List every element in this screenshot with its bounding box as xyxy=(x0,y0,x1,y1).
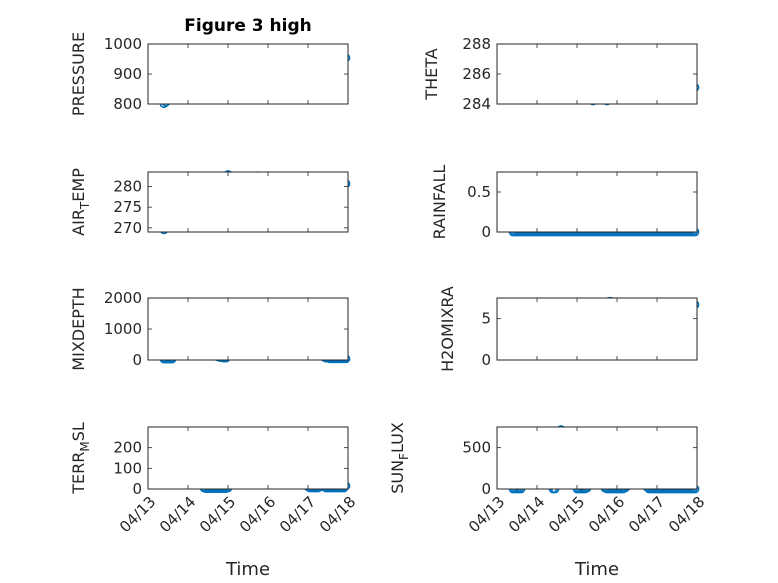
subplot-theta: 284 286 288 THETA xyxy=(422,35,700,113)
y-tick-label: 0 xyxy=(481,480,491,498)
y-tick-label: 275 xyxy=(113,198,142,216)
x-tick-label: 04/17 xyxy=(625,493,668,536)
x-tick-label: 04/15 xyxy=(196,493,239,536)
chart-title: Figure 3 high xyxy=(184,16,312,36)
x-tick-label: 04/18 xyxy=(316,493,359,536)
x-tick-label: 04/18 xyxy=(665,493,708,536)
subplot-rainfall: 0 0.5 RAINFALL xyxy=(430,165,700,241)
axes-box xyxy=(147,297,349,361)
y-tick-label: 286 xyxy=(462,65,491,83)
axes-box xyxy=(147,43,349,105)
y-axis-label: RAINFALL xyxy=(430,165,449,240)
y-tick-label: 2000 xyxy=(104,289,142,307)
subplot-mixdepth: 0 1000 2000 MIXDEPTH xyxy=(69,287,351,371)
y-axis-label: AIRTEMP xyxy=(69,168,92,236)
x-tick-label: 04/14 xyxy=(156,493,199,536)
x-tick-label: 04/16 xyxy=(236,493,279,536)
y-tick-label: 280 xyxy=(113,177,142,195)
axes-box xyxy=(147,171,349,233)
x-axis-label: Time xyxy=(225,559,270,580)
y-axis-label: SUNFLUX xyxy=(388,422,411,494)
y-tick-label: 0 xyxy=(481,351,491,369)
y-tick-label: 500 xyxy=(462,439,491,457)
y-tick-label: 100 xyxy=(113,459,142,477)
y-tick-label: 284 xyxy=(462,95,491,113)
y-tick-label: 0 xyxy=(481,223,491,241)
y-tick-label: 5 xyxy=(481,310,491,328)
y-axis-label: PRESSURE xyxy=(69,32,88,116)
y-tick-label: 900 xyxy=(113,65,142,83)
x-tick-label: 04/14 xyxy=(505,493,548,536)
subplot-pressure: 800 900 1000 PRESSURE Figure 3 high xyxy=(69,16,351,116)
x-tick-label: 04/17 xyxy=(276,493,319,536)
y-axis-label: H2OMIXRA xyxy=(438,286,457,372)
y-tick-label: 288 xyxy=(462,35,491,53)
y-axis-label: TERRMSL xyxy=(69,422,92,495)
y-tick-label: 1000 xyxy=(104,320,142,338)
x-axis-label: Time xyxy=(574,559,619,580)
x-tick-label: 04/15 xyxy=(545,493,588,536)
y-tick-label: 270 xyxy=(113,219,142,237)
y-tick-label: 0 xyxy=(132,480,142,498)
axes-box xyxy=(496,43,698,105)
axes-box xyxy=(496,426,698,490)
y-tick-label: 200 xyxy=(113,439,142,457)
x-tick-label: 04/13 xyxy=(465,493,508,536)
y-tick-label: 0.5 xyxy=(467,183,491,201)
axes-box xyxy=(147,426,349,490)
x-tick-label: 04/16 xyxy=(585,493,628,536)
y-tick-label: 0 xyxy=(132,351,142,369)
x-tick-label: 04/13 xyxy=(116,493,159,536)
axes-box xyxy=(496,297,698,361)
y-axis-label: THETA xyxy=(422,48,441,100)
y-tick-label: 800 xyxy=(113,95,142,113)
subplot-h2omixra: 0 5 H2OMIXRA xyxy=(438,286,700,372)
subplot-air-temp: 270 275 280 AIRTEMP xyxy=(69,168,351,237)
y-tick-label: 1000 xyxy=(104,35,142,53)
axes-box xyxy=(496,171,698,233)
y-axis-label: MIXDEPTH xyxy=(69,287,88,370)
